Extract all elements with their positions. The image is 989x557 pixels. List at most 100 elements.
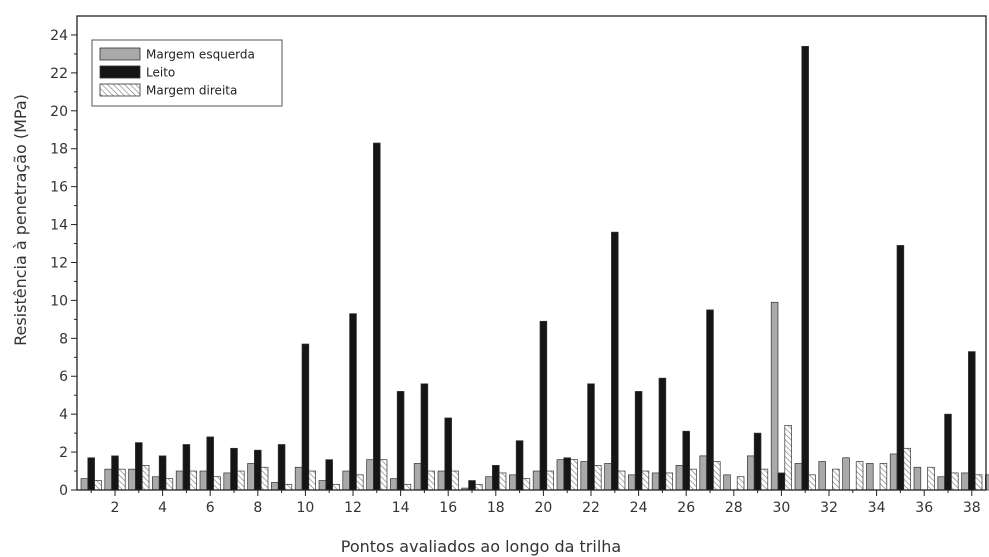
legend-label: Leito xyxy=(146,66,175,80)
bar xyxy=(444,417,452,491)
x-tick-label: 8 xyxy=(253,500,262,516)
bar xyxy=(736,476,745,491)
bar xyxy=(866,463,874,491)
legend-label: Margem esquerda xyxy=(146,48,255,62)
bar xyxy=(855,461,864,491)
y-tick-label: 8 xyxy=(59,331,68,347)
bar xyxy=(723,474,731,491)
bar xyxy=(135,442,143,491)
bar xyxy=(818,461,826,491)
bar xyxy=(634,391,643,491)
bar xyxy=(118,468,126,491)
bar xyxy=(879,463,888,491)
bar xyxy=(580,461,588,491)
bar xyxy=(770,301,779,491)
bar xyxy=(682,430,690,491)
bar xyxy=(777,472,786,491)
bar xyxy=(413,463,422,491)
bar xyxy=(165,478,174,491)
bar xyxy=(760,468,769,491)
bar xyxy=(318,480,327,491)
y-tick-label: 24 xyxy=(50,28,68,44)
bar xyxy=(379,459,388,491)
bar xyxy=(373,142,381,491)
bar xyxy=(332,483,340,491)
x-tick-label: 6 xyxy=(206,500,215,516)
x-tick-label: 10 xyxy=(296,500,314,516)
bar xyxy=(784,425,792,491)
bar xyxy=(651,472,660,491)
x-tick-label: 24 xyxy=(630,500,648,516)
bar xyxy=(937,476,945,491)
x-tick-label: 26 xyxy=(677,500,695,516)
bar xyxy=(247,463,255,491)
bar xyxy=(753,432,762,491)
bar xyxy=(968,351,976,491)
x-tick-label: 30 xyxy=(772,500,790,516)
legend-swatch xyxy=(99,83,141,97)
bar xyxy=(974,474,983,491)
bar xyxy=(152,476,160,491)
bar xyxy=(699,455,707,491)
bar xyxy=(356,474,364,491)
bar xyxy=(641,470,650,491)
bar xyxy=(594,465,602,491)
bar xyxy=(80,478,89,491)
bar xyxy=(213,476,221,491)
legend-swatch xyxy=(99,65,141,79)
bar xyxy=(522,478,531,491)
bar xyxy=(927,466,935,491)
bar xyxy=(801,45,809,491)
bar xyxy=(832,468,840,491)
x-tick-label: 22 xyxy=(582,500,600,516)
bar xyxy=(675,465,684,491)
bar xyxy=(325,459,333,491)
bar xyxy=(498,472,507,491)
bar xyxy=(284,483,293,491)
y-tick-label: 2 xyxy=(59,445,68,461)
bar xyxy=(563,457,571,491)
x-tick-label: 28 xyxy=(725,500,743,516)
bar xyxy=(611,231,619,491)
bar xyxy=(451,470,459,491)
bar xyxy=(390,478,398,491)
bar xyxy=(546,470,554,491)
y-tick-label: 22 xyxy=(50,66,68,82)
bar xyxy=(87,457,95,491)
y-tick-label: 6 xyxy=(59,369,68,385)
y-axis-title: Resistência à penetração (MPa) xyxy=(11,94,30,346)
bar xyxy=(706,309,714,491)
bar xyxy=(658,377,667,491)
y-tick-label: 16 xyxy=(50,180,68,196)
y-tick-label: 18 xyxy=(50,142,68,158)
x-tick-label: 16 xyxy=(439,500,457,516)
bar xyxy=(689,468,697,491)
bar xyxy=(475,483,483,491)
plot-frame xyxy=(76,15,987,491)
bar xyxy=(951,472,959,491)
bar xyxy=(254,449,262,491)
bar xyxy=(896,245,905,491)
bar xyxy=(104,468,112,491)
bar xyxy=(794,463,803,491)
x-tick-label: 4 xyxy=(158,500,167,516)
bar xyxy=(403,483,412,491)
bar xyxy=(308,470,316,491)
bar xyxy=(182,444,191,491)
bar xyxy=(175,470,184,491)
bar xyxy=(420,383,429,491)
bar xyxy=(237,470,245,491)
x-tick-label: 32 xyxy=(820,500,838,516)
bar xyxy=(94,480,102,491)
bar xyxy=(492,465,500,491)
bar xyxy=(468,480,476,491)
bar xyxy=(111,455,119,491)
legend: Margem esquerda Leito Margem direita xyxy=(91,39,283,107)
x-tick-label: 12 xyxy=(344,500,362,516)
bar xyxy=(301,343,310,491)
x-tick-label: 34 xyxy=(868,500,886,516)
bar xyxy=(713,461,721,491)
bar xyxy=(342,470,350,491)
bar xyxy=(141,465,150,491)
